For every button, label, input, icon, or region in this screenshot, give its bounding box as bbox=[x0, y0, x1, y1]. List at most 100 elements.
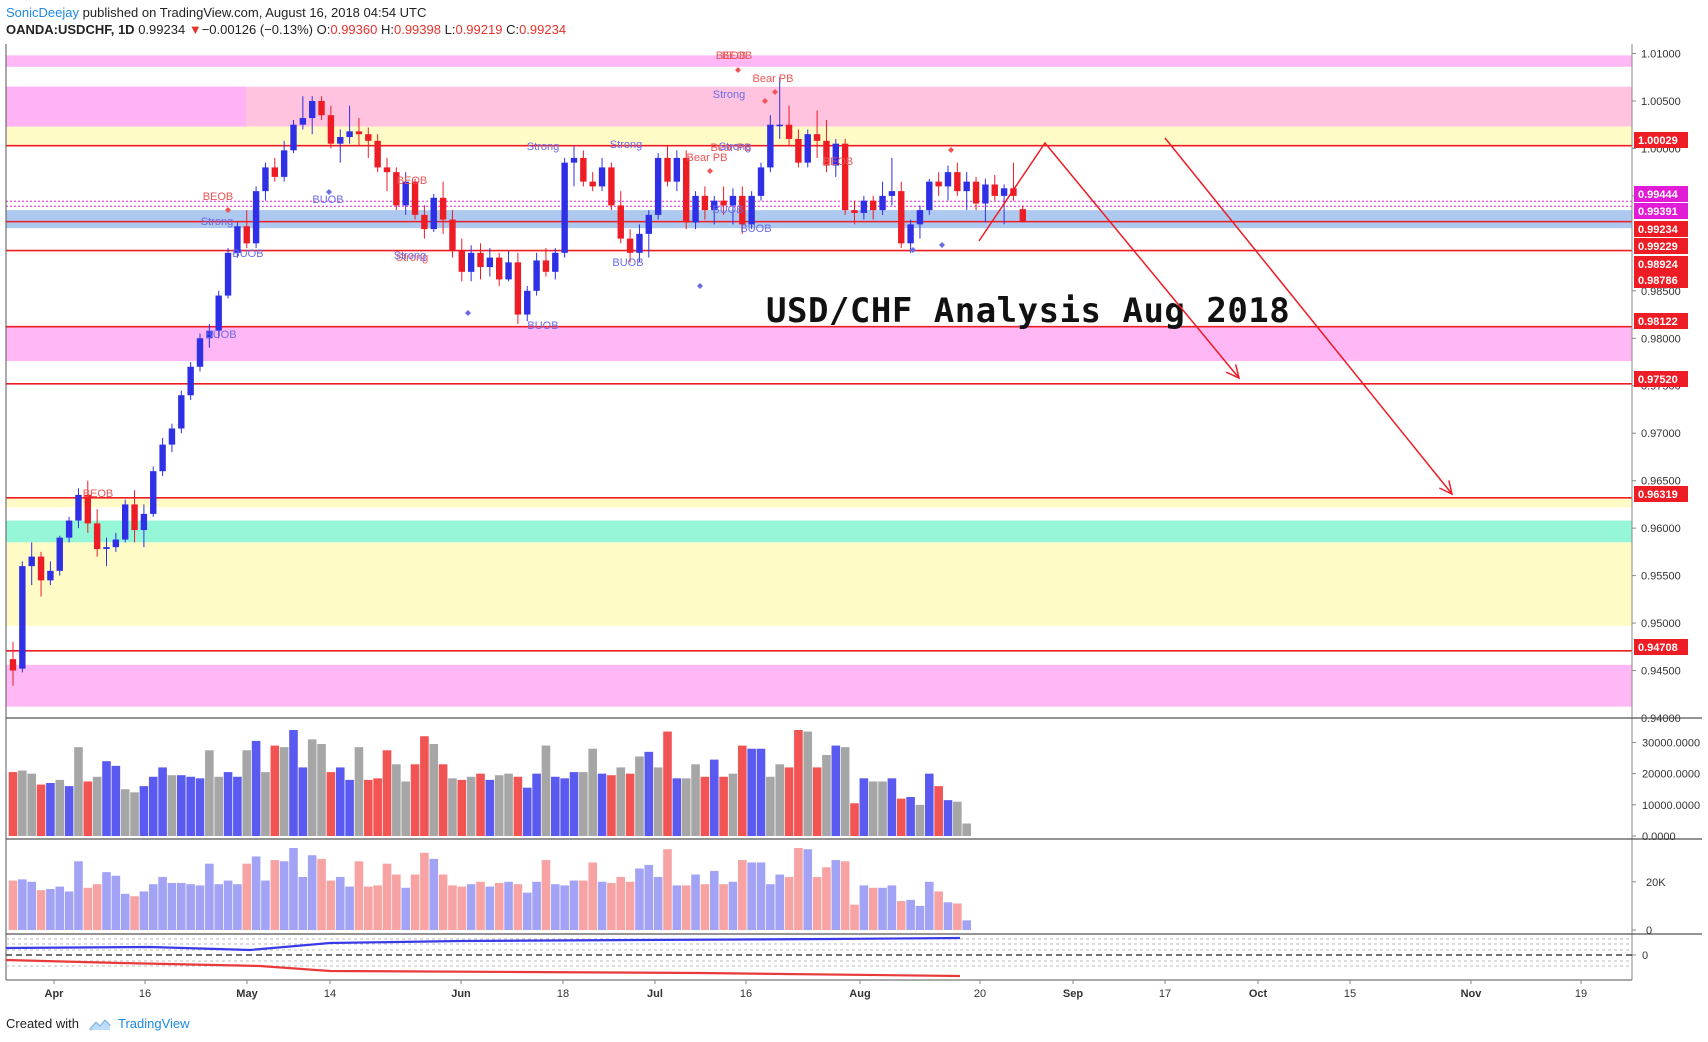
annotation-label: BUOB bbox=[205, 329, 236, 341]
volume-bar bbox=[326, 772, 336, 836]
candle-body bbox=[654, 157, 662, 215]
volume-bar bbox=[392, 764, 401, 836]
volume-bar-2 bbox=[270, 860, 280, 930]
volume-bar-2 bbox=[709, 870, 719, 930]
tradingview-link[interactable]: TradingView bbox=[118, 1016, 190, 1031]
volume-bar-2 bbox=[401, 887, 410, 930]
volume-bar-2 bbox=[410, 874, 420, 930]
marker-diamond bbox=[697, 283, 703, 289]
candle-body bbox=[150, 471, 157, 514]
projection-arrow-2-head bbox=[1439, 480, 1454, 496]
volume-bar-2 bbox=[373, 885, 382, 930]
candle-body bbox=[47, 570, 54, 581]
volume-bar bbox=[644, 751, 654, 836]
zone-magenta bbox=[6, 55, 1632, 67]
candle-body bbox=[580, 157, 587, 182]
candle-body bbox=[505, 262, 512, 280]
volume-bar-2 bbox=[887, 885, 897, 930]
candle-body bbox=[37, 556, 45, 581]
candle-body bbox=[804, 134, 811, 163]
candle-body bbox=[140, 513, 148, 531]
y-tick-label: 0.97000 bbox=[1641, 428, 1681, 440]
zone-pink bbox=[6, 86, 1632, 127]
volume-bar bbox=[541, 745, 551, 836]
candle-body bbox=[112, 539, 120, 548]
volume-bar-2 bbox=[756, 862, 766, 930]
volume-bar bbox=[803, 731, 813, 836]
volume-bar-2 bbox=[18, 879, 27, 930]
candle-body bbox=[514, 262, 522, 315]
annotation-label: Strong bbox=[201, 216, 233, 228]
volume-bar bbox=[102, 761, 111, 836]
candle-body bbox=[421, 214, 428, 230]
price-tag-label: 0.99444 bbox=[1638, 189, 1679, 201]
volume-bar bbox=[317, 744, 326, 836]
volume-bar-2 bbox=[429, 858, 439, 930]
volume-bar-2 bbox=[943, 902, 953, 930]
volume-bar-2 bbox=[448, 885, 457, 930]
volume-bar-2 bbox=[148, 884, 158, 930]
volume-bar-2 bbox=[335, 876, 345, 930]
candle-body bbox=[907, 224, 914, 244]
zone-yellow bbox=[6, 542, 1632, 626]
volume-bar-2 bbox=[167, 882, 177, 930]
volume2-tick-label: 0 bbox=[1646, 925, 1652, 937]
x-tick-label: Nov bbox=[1461, 988, 1483, 1000]
marker-diamond bbox=[735, 67, 741, 73]
volume-bar bbox=[560, 778, 569, 836]
volume-bar-2 bbox=[672, 885, 682, 930]
volume-bar bbox=[635, 756, 644, 836]
x-tick-label: 20 bbox=[974, 988, 986, 1000]
volume-bar bbox=[906, 797, 915, 836]
candle-body bbox=[224, 252, 232, 296]
volume-bar bbox=[373, 778, 382, 836]
volume-bar bbox=[878, 781, 887, 836]
volume-bar-2 bbox=[878, 887, 887, 930]
annotation-label: BEOB bbox=[397, 175, 428, 187]
volume-bar bbox=[925, 773, 934, 836]
volume-bar bbox=[756, 748, 766, 836]
candle-body bbox=[991, 184, 998, 196]
volume-bar bbox=[709, 759, 719, 836]
price-tag bbox=[1634, 371, 1688, 387]
marker-diamond bbox=[326, 189, 332, 195]
candle-body bbox=[346, 131, 353, 138]
volume-bar-2 bbox=[681, 885, 691, 930]
candle-body bbox=[673, 157, 681, 182]
y-tick-label: 0.94500 bbox=[1641, 666, 1681, 678]
symbol-name[interactable]: OANDA:USDCHF, 1D bbox=[6, 22, 135, 37]
volume-bar bbox=[812, 767, 822, 836]
candle-body bbox=[720, 200, 727, 206]
volume-bar-2 bbox=[597, 881, 607, 930]
candle-body bbox=[355, 131, 363, 135]
volume-bar-2 bbox=[307, 855, 317, 930]
candle-body bbox=[533, 260, 540, 291]
price-tag bbox=[1634, 203, 1688, 219]
volume-bar bbox=[953, 801, 962, 836]
candle-body bbox=[879, 195, 886, 211]
volume-bar bbox=[672, 778, 682, 836]
volume-bar-2 bbox=[466, 884, 476, 930]
marker-diamond bbox=[225, 207, 231, 213]
volume-tick-label: 20000.0000 bbox=[1642, 769, 1700, 781]
candle-body bbox=[664, 157, 671, 182]
volume-bar bbox=[298, 767, 308, 836]
author-link[interactable]: SonicDeejay bbox=[6, 5, 79, 20]
volume-bar bbox=[223, 772, 233, 836]
candle-body bbox=[729, 195, 737, 206]
volume-bar bbox=[120, 789, 130, 836]
volume-bar bbox=[354, 747, 364, 836]
volume-bar-2 bbox=[83, 887, 93, 930]
volume-bar bbox=[794, 730, 803, 836]
volume-bar-2 bbox=[139, 891, 149, 930]
volume-bar bbox=[513, 776, 523, 836]
volume-bar-2 bbox=[569, 880, 579, 930]
volume-bar-2 bbox=[233, 884, 242, 930]
candle-body bbox=[187, 366, 194, 396]
volume-bar bbox=[607, 775, 616, 836]
volume-bar bbox=[364, 779, 373, 836]
candle-body bbox=[944, 172, 952, 187]
candle-body bbox=[75, 494, 82, 521]
y-tick-label: 0.95500 bbox=[1641, 571, 1681, 583]
